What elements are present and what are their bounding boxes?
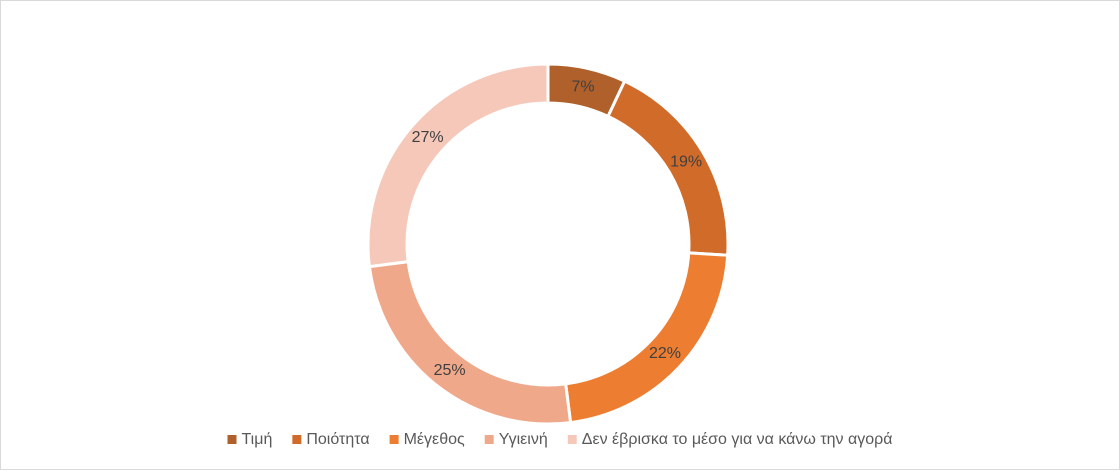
legend-swatch: [292, 435, 302, 444]
data-label: 19%: [670, 154, 702, 171]
legend-swatch: [567, 435, 577, 444]
legend-label: Ποιότητα: [306, 431, 369, 448]
doughnut-segment: [366, 62, 550, 269]
legend-label: Τιμή: [241, 431, 272, 448]
legend-swatch: [227, 435, 237, 444]
legend-label: Μέγεθος: [404, 431, 465, 448]
data-label: 25%: [434, 362, 466, 379]
legend-label: Υγιεινή: [499, 431, 548, 448]
legend-swatch: [484, 435, 494, 444]
data-label: 22%: [649, 345, 681, 362]
legend: Τιμή Ποιότητα Μέγεθος Υγιεινή Δεν έβρισκα το…: [227, 431, 893, 448]
legend-label: Δεν έβρισκα το μέσο για να κάνω την αγορ…: [582, 431, 893, 448]
data-label: 27%: [412, 129, 444, 146]
data-label: 7%: [571, 79, 594, 96]
legend-swatch: [389, 435, 399, 444]
